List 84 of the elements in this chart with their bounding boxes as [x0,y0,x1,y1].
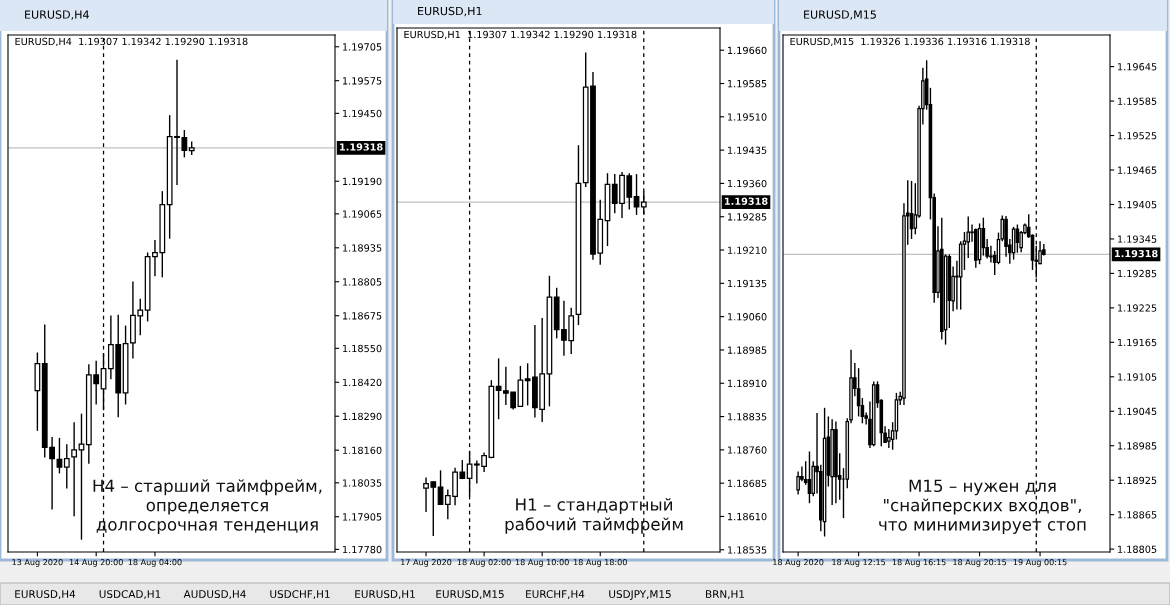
text: USDCHF,H1 [270,590,330,600]
y-tick-label: 1.19575 [343,77,382,85]
y-tick-label: 1.19705 [343,43,382,51]
candlestick [633,173,640,216]
y-tick-label: 1.19065 [343,210,382,218]
y-tick-label: 1.18610 [728,512,767,521]
y-tick-label: 1.18935 [343,244,382,252]
x-tick-label: 18 Aug 12:15 [832,559,886,567]
x-tick-label: 19 Aug 00:15 [1013,559,1067,567]
y-tick-label: 1.18985 [1118,442,1157,450]
x-tick-label: 17 Aug 2020 [401,559,452,567]
text: EURUSD,M15 [436,590,504,600]
text: EURCHF,H4 [526,590,585,600]
y-tick-label: 1.17780 [343,545,382,554]
y-tick-label: 1.19405 [1118,200,1157,209]
y-tick-label: 1.19135 [728,279,767,288]
y-tick-label: 1.18910 [728,379,767,388]
y-tick-label: 1.19645 [1118,63,1157,71]
y-tick-label: 1.19285 [728,213,767,221]
y-tick-label: 1.19060 [728,313,767,321]
y-tick-label: 1.19510 [728,113,767,121]
y-tick-label: 1.18760 [728,446,767,454]
x-tick-label: 18 Aug 04:00 [128,559,182,567]
chart-subtitle: EURUSD,H4 1.19307 1.19342 1.19290 1.19318 [15,37,248,47]
x-tick-label: 18 Aug 02:00 [457,559,511,567]
ref-line-label: 1.19318 [340,143,383,151]
y-tick-label: 1.19585 [728,79,767,88]
candlestick [78,412,85,541]
text: AUDUSD,H4 [183,590,246,600]
ref-line-label: 1.19318 [1115,249,1158,258]
y-tick-label: 1.18835 [728,413,767,421]
y-tick-label: 1.18160 [343,446,382,454]
text: BRN,H1 [706,590,745,600]
y-tick-label: 1.19360 [728,179,767,188]
y-tick-label: 1.18290 [343,412,382,421]
text: USDCAD,H1 [99,590,161,600]
y-tick-label: 1.18925 [1118,476,1157,485]
annotation: M15 – нужен для "снайперских входов", что минимизирует стоп [879,479,1086,534]
y-tick-label: 1.18550 [343,344,382,353]
x-tick-label: 18 Aug 2020 [773,559,824,567]
y-tick-label: 1.19105 [1118,373,1157,381]
candlestick [796,470,800,496]
x-tick-label: 18 Aug 16:15 [892,559,946,567]
y-tick-label: 1.19660 [728,46,767,55]
chart-subtitle: EURUSD,M15 1.19326 1.19336 1.19316 1.19318 [790,37,1030,47]
y-tick-label: 1.18420 [343,378,382,387]
y-tick-label: 1.19285 [1118,269,1157,278]
candlestick [63,443,70,490]
y-tick-label: 1.18805 [1118,545,1157,553]
chart-title: EURUSD,H4 [25,10,89,20]
y-tick-label: 1.19525 [1118,132,1157,140]
y-tick-label: 1.18685 [728,479,767,487]
text: EURUSD,H1 [355,590,415,600]
y-tick-label: 1.19045 [1118,407,1157,416]
y-tick-label: 1.19450 [343,109,382,118]
chart-title: EURUSD,M15 [804,10,876,20]
y-tick-label: 1.19165 [1118,338,1157,347]
y-tick-label: 1.18865 [1118,511,1157,519]
y-tick-label: 1.19585 [1118,97,1157,105]
x-tick-label: 18 Aug 18:00 [573,559,627,567]
ref-line-label: 1.19318 [724,197,768,205]
x-tick-label: 18 Aug 10:00 [515,559,569,567]
y-tick-label: 1.19345 [1118,235,1157,243]
y-tick-label: 1.18805 [343,278,382,286]
y-tick-label: 1.18985 [728,346,767,354]
y-tick-label: 1.18535 [728,546,767,554]
chart-title: EURUSD,H1 [418,6,482,17]
y-tick-label: 1.19210 [728,246,767,254]
x-tick-label: 18 Aug 20:15 [953,559,1007,567]
text: EURUSD,H4 [15,590,76,600]
chart-subtitle: EURUSD,H1 1.19307 1.19342 1.19290 1.19318 [404,30,637,40]
x-tick-label: 13 Aug 2020 [12,559,63,567]
y-tick-label: 1.19465 [1118,166,1157,174]
annotation: H1 – стандартный рабочий таймфрейм [505,497,683,534]
y-tick-label: 1.19225 [1118,304,1157,312]
y-tick-label: 1.18035 [343,479,382,487]
y-tick-label: 1.19435 [728,146,767,154]
y-tick-label: 1.19190 [343,177,382,186]
annotation: H4 – старший таймфрейм, определяется долгосрочная тенденция [93,479,322,534]
x-tick-label: 14 Aug 20:00 [69,559,123,567]
y-tick-label: 1.18675 [343,312,382,320]
y-tick-label: 1.17905 [343,513,382,521]
text: USDJPY,M15 [609,590,671,600]
candlestick [71,421,78,517]
